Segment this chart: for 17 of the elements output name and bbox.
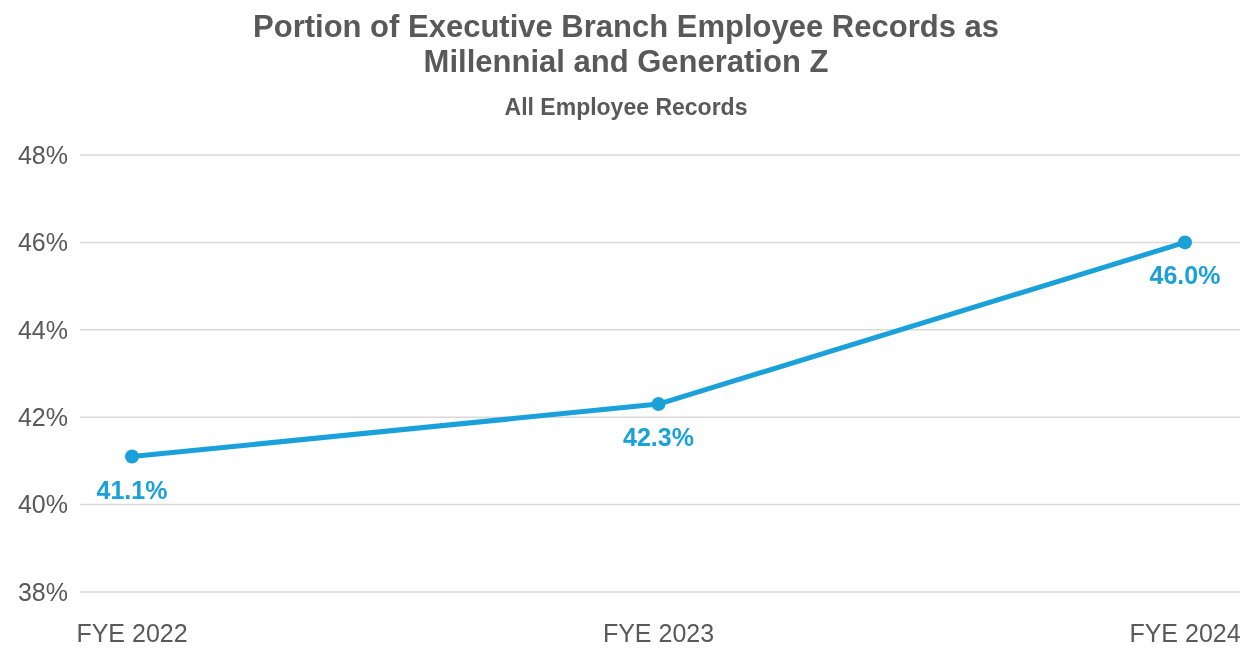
point xyxy=(125,449,139,464)
chart-title: Portion of Executive Branch Employee Records as Millennial and Generation Z xyxy=(253,9,999,79)
y-tick-label: 46% xyxy=(17,228,68,257)
data-label: 42.3% xyxy=(623,423,694,452)
y-tick-label: 40% xyxy=(17,490,68,519)
y-tick-label: 48% xyxy=(17,140,68,169)
y-tick-label: 38% xyxy=(17,577,68,606)
chart-subtitle: All Employee Records xyxy=(504,94,748,120)
data-label: 41.1% xyxy=(96,475,168,504)
x-tick-label: FYE 2024 xyxy=(1129,619,1241,647)
y-tick-label: 42% xyxy=(17,402,68,431)
point xyxy=(651,397,666,412)
x-tick-label: FYE 2022 xyxy=(76,619,188,647)
point xyxy=(1178,235,1192,250)
x-tick-label: FYE 2023 xyxy=(602,619,715,647)
data-label: 46.0% xyxy=(1149,261,1221,290)
y-tick-label: 44% xyxy=(17,315,68,344)
